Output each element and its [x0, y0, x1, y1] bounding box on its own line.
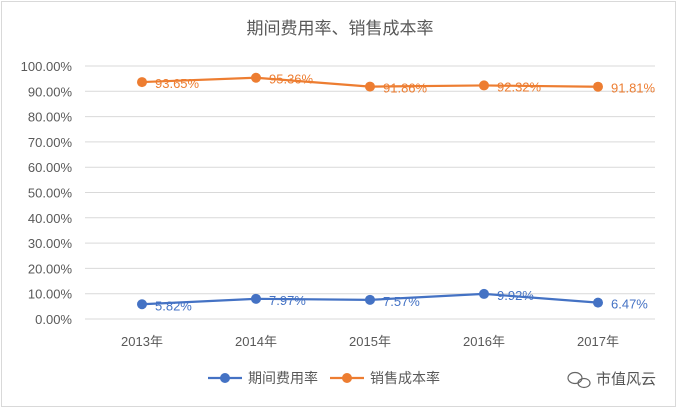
data-label: 7.97%: [269, 293, 306, 308]
y-tick-label: 20.00%: [28, 261, 73, 276]
y-tick-label: 100.00%: [21, 59, 73, 74]
y-tick-label: 0.00%: [35, 312, 72, 327]
x-tick-label: 2015年: [349, 334, 391, 349]
data-label: 93.65%: [155, 76, 200, 91]
data-label: 6.47%: [611, 297, 648, 312]
y-tick-label: 40.00%: [28, 211, 73, 226]
data-point: [479, 288, 489, 299]
data-point: [137, 299, 147, 310]
data-point: [251, 293, 261, 304]
chart-title: 期间费用率、销售成本率: [247, 19, 434, 39]
y-tick-label: 70.00%: [28, 135, 73, 150]
wechat-icon: [567, 371, 591, 389]
x-tick-label: 2014年: [235, 334, 277, 349]
data-point: [137, 77, 147, 88]
legend-item: 期间费用率: [208, 370, 318, 387]
watermark: 市值风云: [567, 370, 656, 389]
legend-marker: [342, 373, 352, 383]
data-label: 92.32%: [497, 79, 542, 94]
data-point: [365, 294, 375, 305]
data-point: [479, 80, 489, 91]
data-label: 91.86%: [383, 81, 428, 96]
legend-label: 期间费用率: [248, 370, 318, 387]
series-2: 93.65% 95.36% 91.86% 92.32% 91.81%: [137, 72, 656, 96]
legend-item: 销售成本率: [330, 370, 440, 387]
watermark-text: 市值风云: [596, 370, 656, 388]
data-point: [365, 81, 375, 92]
series-1: 5.82% 7.97% 7.57% 9.92% 6.47%: [137, 288, 648, 313]
y-tick-label: 90.00%: [28, 84, 73, 99]
legend-marker: [220, 373, 230, 383]
data-label: 9.92%: [497, 288, 534, 303]
data-label: 91.81%: [611, 81, 656, 96]
data-point: [593, 81, 603, 92]
x-tick-label: 2016年: [463, 334, 505, 349]
y-tick-label: 50.00%: [28, 186, 73, 201]
y-tick-label: 10.00%: [28, 287, 73, 302]
y-tick-label: 30.00%: [28, 236, 73, 251]
legend-label: 销售成本率: [370, 370, 440, 387]
y-tick-label: 60.00%: [28, 160, 73, 175]
data-label: 5.82%: [155, 298, 192, 313]
data-point: [251, 72, 261, 83]
x-tick-label: 2013年: [121, 334, 163, 349]
data-label: 7.57%: [383, 294, 420, 309]
x-tick-label: 2017年: [577, 334, 619, 349]
y-tick-label: 80.00%: [28, 110, 73, 125]
data-label: 95.36%: [269, 72, 314, 87]
data-point: [593, 297, 603, 308]
